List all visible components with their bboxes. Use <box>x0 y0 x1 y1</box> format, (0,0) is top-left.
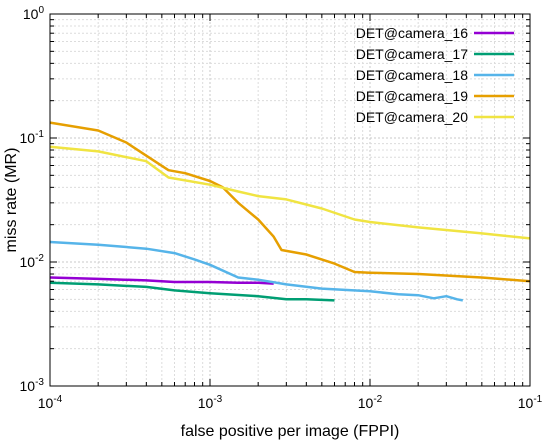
legend-label: DET@camera_19 <box>356 88 468 104</box>
x-tick-label: 10-3 <box>198 394 223 411</box>
legend-label: DET@camera_18 <box>356 67 468 83</box>
grid-lines <box>50 14 530 386</box>
legend: DET@camera_16 DET@camera_17 DET@camera_18 D… <box>356 25 514 125</box>
y-tick-label: 10-1 <box>20 129 45 146</box>
y-tick-label: 10-3 <box>20 377 45 394</box>
y-tick-label: 10-2 <box>20 253 45 270</box>
series-line <box>49 281 335 302</box>
legend-label: DET@camera_17 <box>356 46 468 62</box>
y-tick-labels: 10-3 10-2 10-1 100 <box>20 5 45 394</box>
legend-label: DET@camera_16 <box>356 25 468 41</box>
x-axis-title: false positive per image (FPPI) <box>181 423 400 440</box>
series-line <box>49 240 464 302</box>
series-line <box>49 121 531 283</box>
series-line <box>49 145 531 240</box>
plot-frame <box>49 13 531 387</box>
y-axis-title: miss rate (MR) <box>3 148 20 253</box>
x-tick-labels: 10-4 10-3 10-2 10-1 <box>38 394 543 411</box>
legend-label: DET@camera_20 <box>356 109 468 125</box>
x-tick-label: 10-1 <box>518 394 543 411</box>
series-line <box>49 276 274 285</box>
tick-marks <box>49 14 530 387</box>
y-tick-label: 100 <box>23 5 45 22</box>
x-tick-label: 10-4 <box>38 394 63 411</box>
data-series <box>49 121 531 302</box>
x-tick-label: 10-2 <box>358 394 383 411</box>
